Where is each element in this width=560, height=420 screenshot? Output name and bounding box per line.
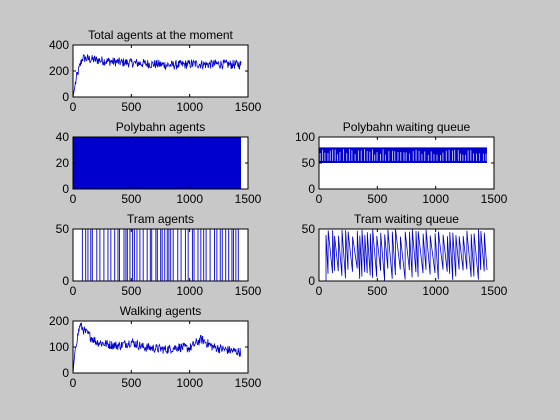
axes-frame: [72, 228, 249, 282]
y-tick-label: 0: [62, 366, 69, 380]
chart-poly-agents: Polybahn agents 0 500 1000 1500 0 20 40: [56, 120, 262, 206]
series-poly-queue: [319, 147, 487, 189]
series-fill: [73, 137, 241, 189]
x-tick-label: 0: [70, 100, 77, 114]
y-tick-label: 400: [49, 38, 69, 52]
chart-title: Tram waiting queue: [354, 212, 459, 226]
y-tick-label: 0: [62, 90, 69, 104]
x-tick-label: 1500: [235, 284, 262, 298]
x-tick-label: 1500: [481, 192, 508, 206]
chart-total: Total agents at the moment 0 500 1000 1500 0 2…: [49, 28, 262, 114]
x-tick-label: 0: [70, 192, 77, 206]
plot-area: [73, 45, 248, 97]
series-tram-queue: [319, 229, 488, 281]
chart-tram-agents: Tram agents 0 500 1000 1500 0 50: [56, 212, 262, 298]
x-tick-label: 1000: [422, 192, 449, 206]
y-tick-label: 0: [62, 274, 69, 288]
x-tick-label: 1000: [176, 284, 203, 298]
x-tick-label: 0: [70, 376, 77, 390]
x-tick-label: 500: [121, 376, 141, 390]
x-tick-label: 1500: [235, 192, 262, 206]
x-tick-label: 1500: [481, 284, 508, 298]
chart-title: Polybahn agents: [116, 120, 205, 134]
x-tick-label: 500: [121, 192, 141, 206]
y-tick-label: 200: [49, 314, 69, 328]
series-tram-agents: [73, 229, 241, 281]
y-tick-label: 20: [56, 156, 70, 170]
y-tick-label: 200: [49, 64, 69, 78]
y-tick-label: 0: [308, 182, 315, 196]
chart-title: Total agents at the moment: [88, 28, 233, 42]
y-tick-label: 50: [302, 156, 316, 170]
chart-title: Walking agents: [120, 304, 202, 318]
x-tick-label: 1000: [176, 376, 203, 390]
series-line: [319, 229, 488, 281]
series-line: [73, 53, 242, 97]
y-tick-label: 0: [308, 274, 315, 288]
chart-poly-queue: Polybahn waiting queue 0 500 1000 1500 0 50 100: [295, 120, 508, 206]
x-tick-label: 500: [121, 284, 141, 298]
x-tick-label: 1000: [176, 192, 203, 206]
y-tick-label: 50: [56, 222, 70, 236]
x-tick-label: 1000: [176, 100, 203, 114]
chart-walking: Walking agents 0 500 1000 1500 0 100 200: [49, 304, 262, 390]
y-tick-label: 100: [49, 340, 69, 354]
axes-frame: [318, 228, 495, 282]
chart-tram-queue: Tram waiting queue 0 500 1000 1500 0 50: [302, 212, 508, 298]
y-tick-label: 100: [295, 130, 315, 144]
x-tick-label: 0: [70, 284, 77, 298]
x-tick-label: 500: [367, 284, 387, 298]
x-tick-label: 1000: [422, 284, 449, 298]
x-tick-label: 0: [316, 192, 323, 206]
chart-title: Polybahn waiting queue: [343, 120, 471, 134]
series-band: [319, 147, 487, 163]
series-poly-agents: [73, 137, 241, 189]
y-tick-label: 0: [62, 182, 69, 196]
x-tick-label: 500: [121, 100, 141, 114]
series-total: [73, 53, 242, 97]
x-tick-label: 1500: [235, 376, 262, 390]
series-walking: [73, 322, 242, 373]
chart-title: Tram agents: [127, 212, 194, 226]
y-tick-label: 50: [302, 222, 316, 236]
series-line: [73, 322, 242, 373]
x-tick-label: 0: [316, 284, 323, 298]
x-tick-label: 1500: [235, 100, 262, 114]
y-tick-label: 40: [56, 130, 70, 144]
x-tick-label: 500: [367, 192, 387, 206]
